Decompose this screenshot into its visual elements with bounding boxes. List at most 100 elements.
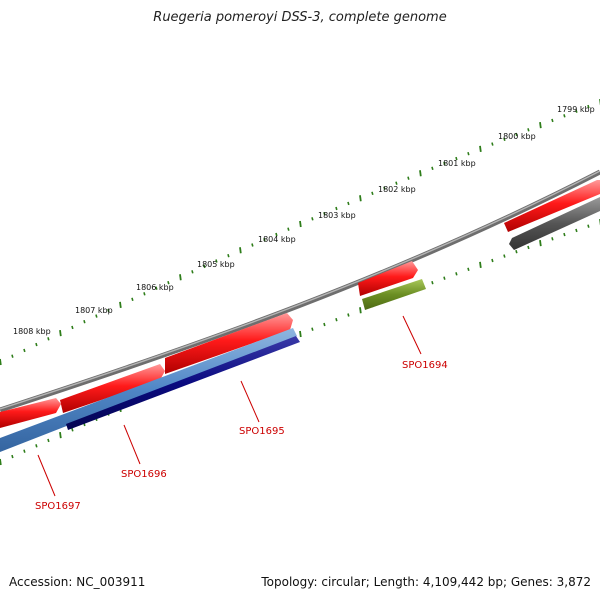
ruler-minor-tick: [575, 228, 578, 233]
ruler-minor-tick: [467, 151, 470, 156]
ruler-major-tick: [479, 261, 482, 269]
genome-backbone-highlight: [0, 170, 600, 410]
ruler-minor-tick: [443, 276, 446, 280]
ruler-minor-tick: [11, 354, 14, 358]
ruler-minor-tick: [107, 308, 110, 313]
ruler-label: 1808 kbp: [13, 327, 51, 336]
ruler-minor-tick: [323, 322, 326, 327]
outer-ruler-ticks: [0, 99, 600, 366]
ruler-minor-tick: [203, 264, 206, 269]
ruler-label: 1805 kbp: [197, 260, 235, 269]
ruler-minor-tick: [167, 280, 170, 285]
forward-strand-features: [0, 180, 600, 428]
ruler-minor-tick: [227, 253, 230, 258]
ruler-minor-tick: [455, 272, 458, 276]
ruler-minor-tick: [491, 142, 494, 146]
ruler-minor-tick: [551, 237, 554, 241]
genome-summary-text: Topology: circular; Length: 4,109,442 bp…: [261, 575, 591, 589]
gene-feature: [60, 364, 165, 413]
ruler-minor-tick: [371, 191, 374, 196]
gene-feature-spo1694: [358, 261, 418, 296]
ruler-minor-tick: [563, 232, 566, 237]
callout-line: [240, 380, 260, 423]
ruler-label: 1800 kbp: [498, 132, 536, 141]
ruler-minor-tick: [383, 186, 386, 190]
genome-backbone: [0, 169, 600, 413]
ruler-major-tick: [299, 220, 302, 228]
ruler-minor-tick: [191, 270, 194, 274]
gene-feature: [504, 180, 600, 232]
ruler-minor-tick: [251, 243, 254, 247]
ruler-major-tick: [479, 145, 482, 153]
ruler-major-tick: [119, 301, 122, 309]
callout-line: [123, 424, 141, 465]
ruler-minor-tick: [23, 348, 26, 353]
gene-label-spo1696: SPO1696: [121, 469, 167, 480]
ruler-major-tick: [539, 121, 542, 129]
gene-feature-gray: [509, 197, 600, 250]
ruler-minor-tick: [455, 156, 458, 161]
map-title: Ruegeria pomeroyi DSS-3, complete genome: [153, 10, 447, 25]
ruler-label: 1802 kbp: [378, 185, 416, 194]
ruler-major-tick: [359, 307, 362, 314]
ruler-minor-tick: [551, 118, 554, 123]
ruler-minor-tick: [575, 109, 578, 113]
ruler-major-tick: [0, 458, 2, 466]
ruler-major-tick: [59, 329, 62, 337]
ruler-minor-tick: [215, 259, 218, 263]
ruler-major-tick: [239, 247, 242, 254]
callout-line: [402, 315, 422, 355]
ruler-major-tick: [419, 170, 422, 177]
accession-text: Accession: NC_003911: [9, 575, 146, 589]
ruler-minor-tick: [443, 161, 446, 166]
ruler-minor-tick: [587, 104, 590, 109]
ruler-minor-tick: [95, 314, 98, 318]
ruler-minor-tick: [311, 217, 314, 221]
ruler-minor-tick: [503, 137, 506, 142]
ruler-minor-tick: [527, 128, 530, 132]
ruler-major-tick: [359, 195, 362, 202]
ruler-minor-tick: [155, 286, 158, 290]
ruler-minor-tick: [47, 438, 50, 443]
gene-label-spo1697: SPO1697: [35, 501, 81, 512]
ruler-minor-tick: [275, 232, 278, 237]
ruler-minor-tick: [71, 428, 74, 432]
ruler-minor-tick: [263, 237, 266, 242]
ruler-minor-tick: [347, 313, 350, 317]
ruler-minor-tick: [515, 249, 518, 254]
gene-feature: [165, 313, 293, 374]
ruler-minor-tick: [347, 201, 350, 206]
ruler-minor-tick: [323, 211, 326, 216]
ruler-major-tick: [59, 431, 62, 439]
ruler-label: 1804 kbp: [258, 235, 296, 244]
ruler-minor-tick: [71, 325, 74, 330]
ruler-label: 1799 kbp: [557, 105, 595, 114]
ruler-major-tick: [299, 330, 302, 338]
gene-labels: SPO1694 SPO1695 SPO1696 SPO1697: [35, 360, 448, 512]
gene-feature: [0, 398, 61, 428]
gene-callouts: [37, 315, 422, 497]
ruler-minor-tick: [11, 454, 14, 459]
ruler-minor-tick: [287, 227, 290, 231]
ruler-minor-tick: [563, 114, 566, 118]
ruler-minor-tick: [407, 176, 410, 180]
ruler-minor-tick: [311, 327, 314, 331]
ruler-major-tick: [0, 358, 2, 366]
gene-feature-spo1695: [66, 336, 300, 430]
ruler-minor-tick: [131, 297, 134, 302]
ruler-minor-tick: [335, 206, 338, 211]
ruler-minor-tick: [503, 254, 506, 258]
ruler-minor-tick: [431, 166, 434, 171]
ruler-minor-tick: [491, 258, 494, 263]
ruler-minor-tick: [47, 337, 50, 341]
ruler-minor-tick: [35, 342, 38, 347]
gene-label-spo1695: SPO1695: [239, 426, 285, 437]
ruler-major-tick: [539, 239, 542, 247]
ruler-minor-tick: [35, 444, 38, 448]
ruler-label: 1801 kbp: [438, 159, 476, 168]
gene-label-spo1694: SPO1694: [402, 360, 448, 371]
ruler-major-tick: [179, 274, 182, 281]
ruler-minor-tick: [587, 224, 590, 228]
ruler-label: 1806 kbp: [136, 283, 174, 292]
